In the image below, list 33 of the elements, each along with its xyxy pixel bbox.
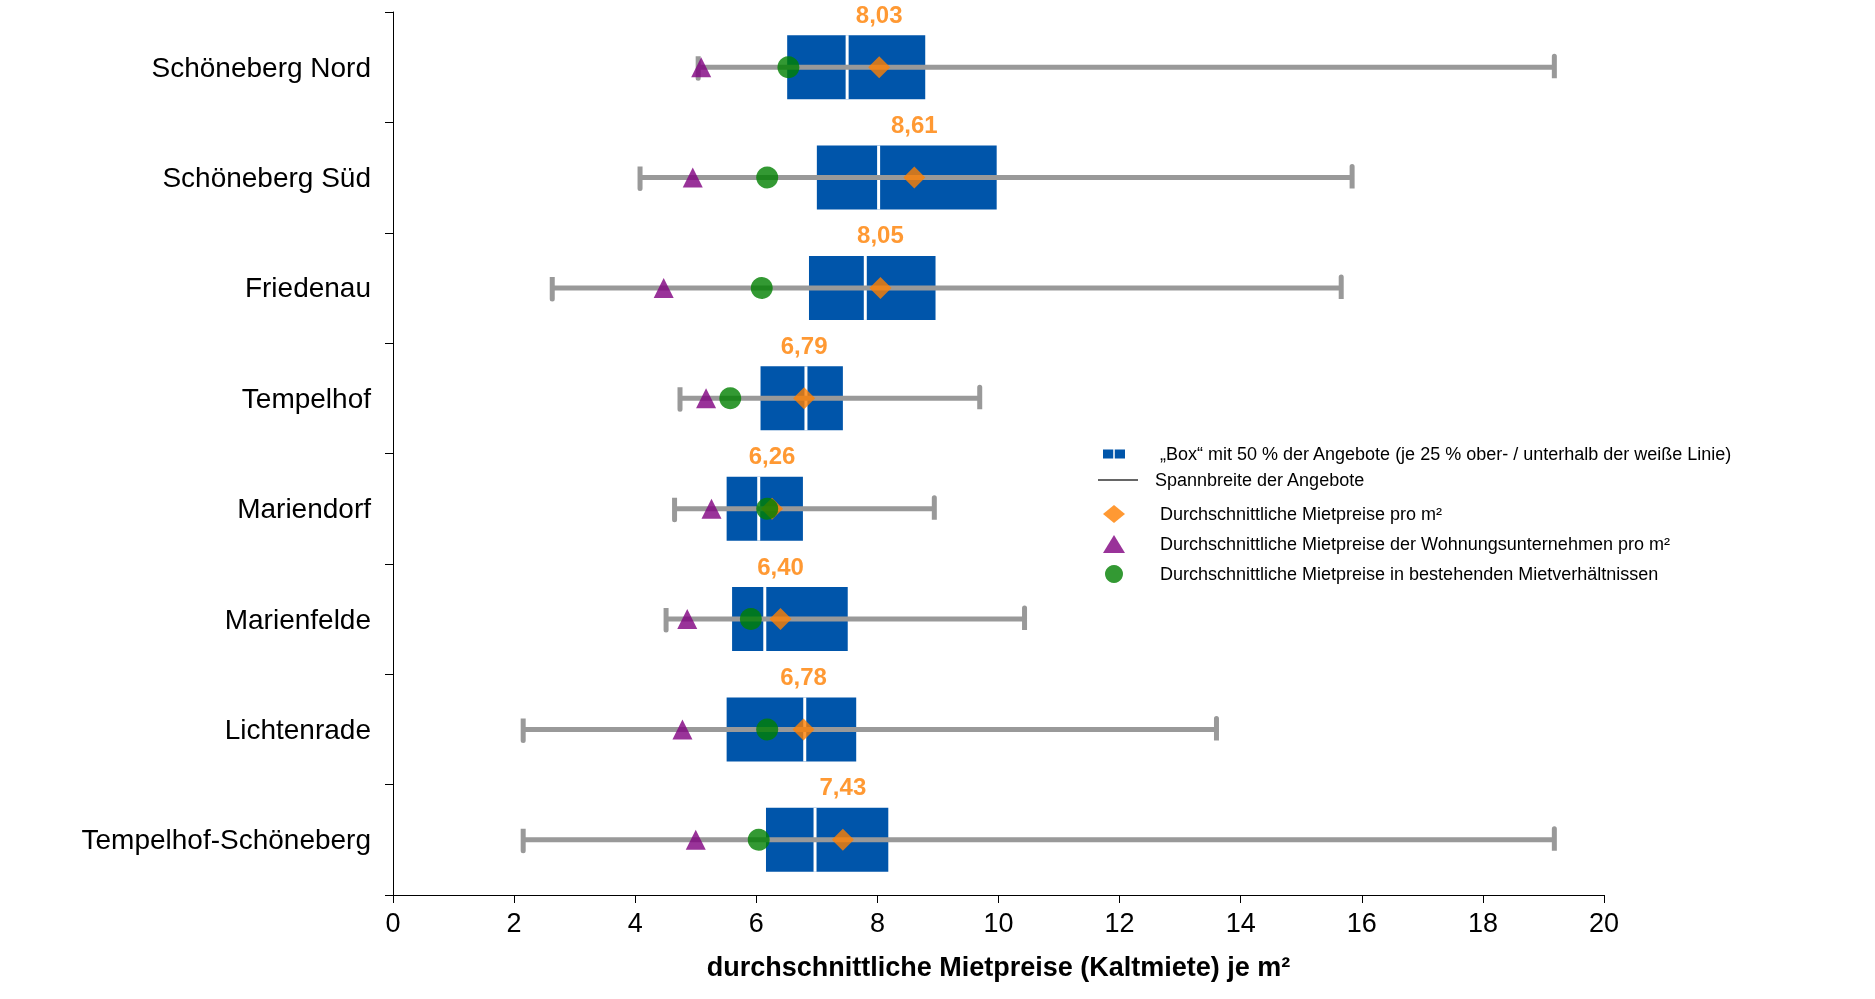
data-label: 6,79 (780, 331, 828, 359)
legend-label: „Box“ mit 50 % der Angebote (je 25 % ober- / unterhalb der weiße Linie) (1160, 444, 1732, 464)
x-tick-label: 18 (1467, 907, 1498, 938)
x-tick-label: 2 (506, 907, 522, 938)
y-tick-label: Lichtenrade (224, 713, 371, 745)
x-tick-label: 8 (869, 907, 885, 938)
y-tick-label: Schöneberg Süd (162, 162, 371, 194)
y-tick-label: Mariendorf (237, 493, 372, 525)
y-tick-label: Marienfelde (224, 603, 371, 635)
x-tick-label: 0 (385, 907, 401, 938)
data-label: 6,26 (748, 442, 796, 470)
data-label: 8,61 (890, 111, 938, 139)
y-tick-label: Schöneberg Nord (151, 51, 371, 83)
x-tick-label: 20 (1588, 907, 1620, 938)
x-tick-label: 6 (748, 907, 764, 938)
data-label: 8,05 (857, 221, 904, 249)
annotation: Spannbreite der Angebote (1155, 469, 1365, 491)
x-tick-label: 14 (1225, 907, 1256, 938)
x-tick-label: 10 (983, 907, 1014, 938)
data-label: 6,40 (757, 552, 804, 580)
data-label: 6,78 (780, 662, 827, 690)
data-label: 8,03 (855, 0, 903, 28)
legend-label: Durchschnittliche Mietpreise der Wohnungsunternehmen pro m² (1160, 534, 1670, 554)
data-label: 7,43 (819, 773, 867, 801)
legend-label: Durchschnittliche Mietpreise pro m² (1160, 504, 1443, 524)
y-tick-label: Tempelhof-Schöneberg (81, 824, 371, 856)
y-tick-label: Friedenau (244, 272, 371, 304)
x-axis-title: durchschnittliche Mietpreise (Kaltmiete) je m² (706, 951, 1291, 982)
legend-label: Durchschnittliche Mietpreise in bestehenden Mietverhältnissen (1160, 564, 1659, 584)
x-tick-label: 12 (1104, 907, 1135, 938)
x-tick-label: 4 (627, 907, 643, 938)
y-tick-label: Tempelhof (241, 382, 372, 414)
x-tick-label: 16 (1346, 907, 1377, 938)
